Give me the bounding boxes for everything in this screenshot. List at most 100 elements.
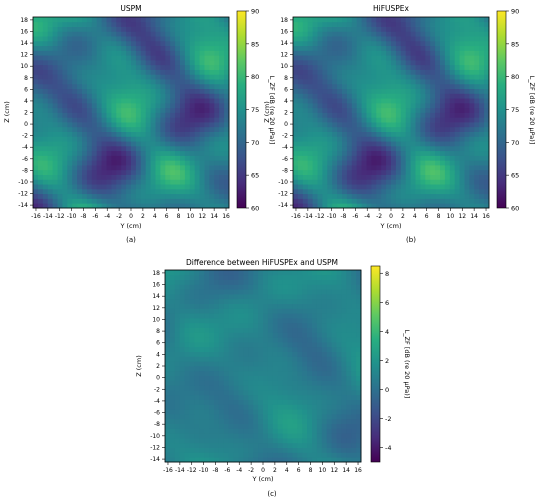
heatmap-cell (145, 31, 151, 37)
heatmap-cell (204, 136, 210, 142)
heatmap-cell (425, 40, 431, 47)
heatmap-cell (199, 332, 205, 338)
heatmap-cell (238, 294, 244, 300)
heatmap-cell (150, 17, 156, 23)
heatmap-cell (165, 337, 171, 343)
heatmap-cell (391, 59, 397, 66)
heatmap-cell (57, 102, 63, 109)
heatmap-cell (410, 17, 416, 23)
heatmap-cell (351, 88, 358, 94)
heatmap-cell (386, 184, 392, 190)
heatmap-cell (145, 193, 151, 199)
heatmap-cell (464, 165, 470, 171)
heatmap-cell (180, 45, 186, 51)
heatmap-cell (326, 385, 332, 391)
heatmap-cell (179, 342, 185, 348)
heatmap-cell (459, 179, 465, 185)
heatmap-cell (459, 69, 465, 75)
heatmap-cell (209, 418, 215, 424)
heatmap-cell (214, 21, 220, 27)
heatmap-cell (228, 294, 234, 300)
heatmap-cell (293, 126, 299, 132)
heatmap-cell (199, 375, 205, 381)
heatmap-cell (454, 155, 460, 161)
heatmap-cell (376, 169, 382, 175)
heatmap-cell (37, 165, 44, 171)
heatmap-cell (145, 64, 151, 70)
heatmap-cell (425, 17, 431, 23)
heatmap-cell (238, 342, 244, 348)
heatmap-cell (126, 59, 132, 66)
heatmap-cell (91, 203, 98, 209)
heatmap-cell (243, 327, 249, 333)
heatmap-cell (67, 88, 73, 94)
heatmap-cell (101, 112, 107, 118)
heatmap-cell (464, 126, 470, 132)
heatmap-cell (321, 332, 328, 338)
heatmap-cell (405, 31, 411, 37)
heatmap-cell (219, 112, 225, 118)
heatmap-cell (356, 193, 362, 199)
heatmap-cell (126, 193, 132, 199)
heatmap-cell (72, 131, 78, 137)
heatmap-cell (243, 452, 249, 458)
heatmap-cell (312, 193, 318, 199)
heatmap-cell (479, 26, 485, 32)
heatmap-cell (194, 21, 200, 27)
heatmap-cell (356, 21, 362, 27)
heatmap-cell (155, 203, 161, 209)
heatmap-cell (52, 160, 58, 166)
heatmap-cell (169, 438, 176, 444)
heatmap-cell (140, 50, 147, 56)
heatmap-cell (400, 26, 407, 32)
heatmap-cell (135, 69, 142, 75)
heatmap-cell (258, 342, 264, 348)
heatmap-cell (444, 122, 451, 128)
heatmap-cell (150, 107, 156, 113)
heatmap-cell (165, 179, 171, 185)
heatmap-cell (204, 294, 210, 300)
heatmap-cell (160, 203, 166, 209)
heatmap-cell (243, 423, 249, 429)
heatmap-cell (307, 160, 313, 166)
heatmap-cell (405, 83, 411, 90)
heatmap-cell (346, 457, 352, 463)
heatmap-cell (175, 131, 181, 137)
heatmap-cell (37, 64, 44, 70)
heatmap-cell (194, 289, 200, 295)
heatmap-cell (248, 313, 254, 319)
heatmap-cell (155, 55, 161, 61)
heatmap-cell (346, 136, 353, 142)
heatmap-cell (209, 366, 215, 372)
heatmap-cell (169, 414, 176, 420)
heatmap-cell (440, 59, 446, 66)
heatmap-cell (86, 36, 93, 42)
heatmap-cell (91, 117, 98, 123)
heatmap-cell (223, 294, 230, 300)
heatmap-cell (297, 279, 303, 285)
heatmap-cell (277, 356, 283, 362)
heatmap-cell (47, 141, 53, 147)
heatmap-cell (258, 318, 264, 324)
heatmap-cell (140, 26, 147, 32)
heatmap-cell (33, 165, 39, 171)
heatmap-cell (371, 203, 377, 209)
heatmap-cell (106, 203, 112, 209)
heatmap-cell (469, 79, 475, 85)
heatmap-cell (337, 117, 343, 123)
heatmap-cell (277, 279, 283, 285)
heatmap-cell (86, 193, 93, 199)
heatmap-cell (332, 174, 338, 180)
heatmap-cell (400, 40, 407, 47)
heatmap-cell (140, 102, 147, 109)
heatmap-cell (214, 313, 220, 319)
heatmap-cell (312, 155, 318, 161)
heatmap-cell (116, 131, 122, 137)
heatmap-cell (184, 50, 191, 56)
heatmap-cell (33, 83, 39, 90)
heatmap-cell (326, 404, 332, 410)
heatmap-cell (292, 380, 298, 386)
heatmap-cell (282, 298, 288, 304)
heatmap-cell (464, 174, 470, 180)
heatmap-cell (47, 107, 53, 113)
